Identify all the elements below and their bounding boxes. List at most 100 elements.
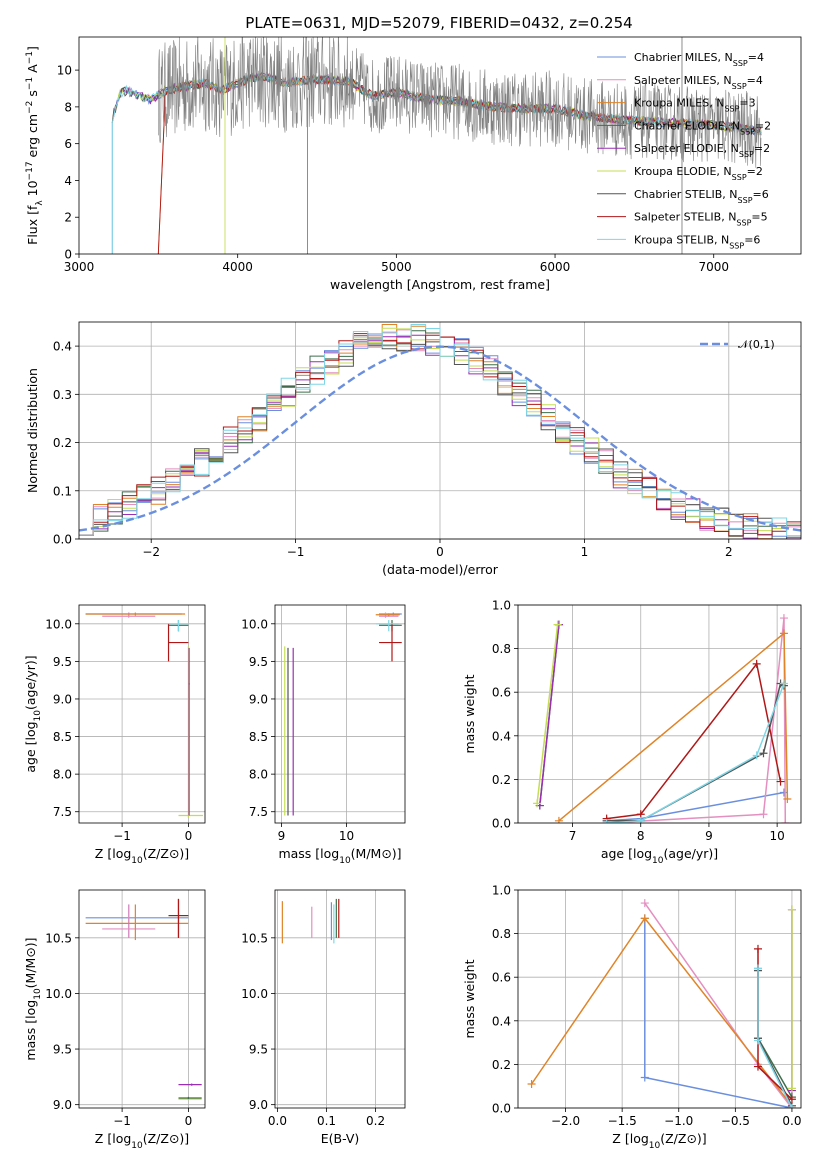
- label-part: SSP: [733, 59, 748, 68]
- label-sub: 10: [339, 856, 351, 866]
- weight-point-2: [640, 914, 649, 923]
- axes-mass-weight-vs-metallicity: −2.0 −1.5 −1.0 −0.5 0.0 0.0 0.2 0.4 0.6 0.8 1.0 Z […: [462, 884, 801, 1152]
- normal-curve: [79, 345, 801, 532]
- label-part: A: [25, 64, 40, 77]
- label-part: Z [: [95, 1131, 112, 1146]
- label-sub: 10: [649, 1141, 661, 1151]
- y-tick-label: 0.2: [492, 773, 511, 787]
- label-part: 10: [25, 180, 40, 200]
- x-tick-label: 0: [436, 545, 444, 559]
- y-tick-label: 10.0: [241, 987, 268, 1001]
- y-tick-label: 4: [64, 174, 72, 188]
- axes-spectrum: 3000 4000 5000 6000 7000 0 2 4 6 8 10 wavelength [A…: [25, 36, 802, 292]
- weight-point-7: [787, 1095, 796, 1104]
- weight-line-7: [757, 948, 793, 1100]
- data-line: [158, 37, 762, 168]
- label-part: Flux [f: [25, 205, 40, 245]
- x-tick-label: 9: [705, 829, 713, 843]
- label-part: =5: [751, 211, 767, 224]
- label-part: log: [23, 721, 38, 740]
- frame: 3000 4000 5000 6000 7000 0 2 4 6 8 10 wavelength [A…: [25, 36, 802, 292]
- axes-frame: [274, 889, 406, 1109]
- weight-point-5: [553, 620, 562, 629]
- label-part: =6: [753, 188, 769, 201]
- label-part: E(B-V): [321, 1131, 360, 1146]
- weight-line-5: [536, 624, 559, 804]
- label-part: mass [: [278, 846, 320, 861]
- axes-frame: [78, 604, 206, 824]
- x-tick-label: −1.0: [664, 1114, 693, 1128]
- axes-frame: [78, 889, 206, 1109]
- x-tick-label: 10: [769, 829, 784, 843]
- x-axis-label: wavelength [Angstrom, rest frame]: [330, 277, 550, 292]
- label-part: −17: [25, 161, 35, 180]
- frame: −1 07.58.08.59.09.510.0Z [log10(Z/Z⊙)]age…: [23, 604, 206, 866]
- y-tick-label: 9.0: [249, 692, 268, 706]
- legend-label: Salpeter MILES, NSSP=4: [634, 74, 763, 91]
- label-sub: 10: [33, 988, 43, 1000]
- weight-point-2: [554, 816, 563, 823]
- label-part: Z [: [95, 846, 112, 861]
- label-part: =3: [739, 97, 755, 110]
- label-part: SSP: [732, 173, 747, 182]
- legend-label: Kroupa STELIB, NSSP=6: [634, 233, 760, 250]
- frame: −2 −1 0 1 2 0.0 0.1 0.2 0.3 0.4 (data-model)/error…: [25, 321, 802, 577]
- legend-label: Salpeter ELODIE, NSSP=2: [634, 142, 770, 159]
- x-tick-label: 5000: [381, 260, 412, 274]
- legend-label: Kroupa ELODIE, NSSP=2: [634, 165, 763, 182]
- weight-point-8: [787, 1104, 796, 1108]
- y-tick-label: 9.5: [53, 1043, 72, 1057]
- label-part: age [: [23, 741, 38, 773]
- y-tick-label: 2: [64, 211, 72, 225]
- y-tick-label: 0.6: [492, 971, 511, 985]
- label-part: =2: [754, 142, 770, 155]
- weight-point-2: [783, 795, 792, 804]
- x-tick-label: 4000: [222, 260, 253, 274]
- label-part: Chabrier ELODIE, N: [634, 119, 740, 132]
- label-part: wavelength [Angstrom, rest frame]: [330, 277, 550, 292]
- label-part: SSP: [729, 241, 744, 250]
- y-tick-label: 1.0: [492, 884, 511, 898]
- weight-point-2: [779, 629, 788, 638]
- weight-point-1: [781, 819, 790, 823]
- label-part: log: [320, 846, 339, 861]
- label-part: =4: [747, 74, 763, 87]
- weight-point-0: [640, 1073, 649, 1082]
- weight-point-5: [787, 1084, 796, 1093]
- legend-label: Kroupa MILES, NSSP=3: [634, 97, 756, 114]
- y-tick-label: 10.5: [45, 931, 72, 945]
- label-part: Salpeter STELIB, N: [634, 211, 736, 224]
- y-tick-label: 8.0: [53, 768, 72, 782]
- label-part: age [: [601, 846, 633, 861]
- y-tick-label: 10: [57, 64, 72, 78]
- x-axis-label: Z [log10(Z/Z⊙)]: [95, 1131, 189, 1151]
- label-part: log: [112, 1131, 131, 1146]
- plot-area: [111, 37, 762, 254]
- label-part: Salpeter MILES, N: [634, 74, 732, 87]
- label-part: log: [23, 1000, 38, 1019]
- y-tick-label: 0.6: [492, 686, 511, 700]
- label-part: (M/M⊙)]: [23, 937, 38, 988]
- legend-label: 𝒩(0,1): [738, 338, 775, 351]
- weight-line-7: [606, 662, 782, 820]
- axes-frame: [78, 36, 802, 255]
- label-part: Chabrier STELIB, N: [634, 188, 738, 201]
- x-tick-label: −1: [287, 545, 305, 559]
- x-axis-label: Z [log10(Z/Z⊙)]: [95, 846, 189, 866]
- label-part: mass weight: [462, 674, 477, 753]
- x-axis-label: age [log10(age/yr)]: [601, 846, 718, 866]
- y-tick-label: 0: [64, 248, 72, 262]
- weight-point-1: [640, 899, 649, 908]
- x-tick-label: 1: [581, 545, 589, 559]
- label-part: s: [25, 90, 40, 101]
- plot-area: [85, 612, 204, 818]
- y-tick-label: 9.0: [53, 692, 72, 706]
- axes-mass-vs-metallicity: −1 09.09.510.010.5Z [log10(Z/Z⊙)]mass [lo…: [23, 889, 206, 1151]
- y-tick-label: 9.0: [53, 1098, 72, 1112]
- y-tick-label: 8: [64, 100, 72, 114]
- label-part: (Z/Z⊙)]: [143, 846, 189, 861]
- axes-residuals: −2 −1 0 1 2 0.0 0.1 0.2 0.3 0.4 (data-model)/error…: [25, 321, 802, 577]
- label-part: log: [630, 1131, 649, 1146]
